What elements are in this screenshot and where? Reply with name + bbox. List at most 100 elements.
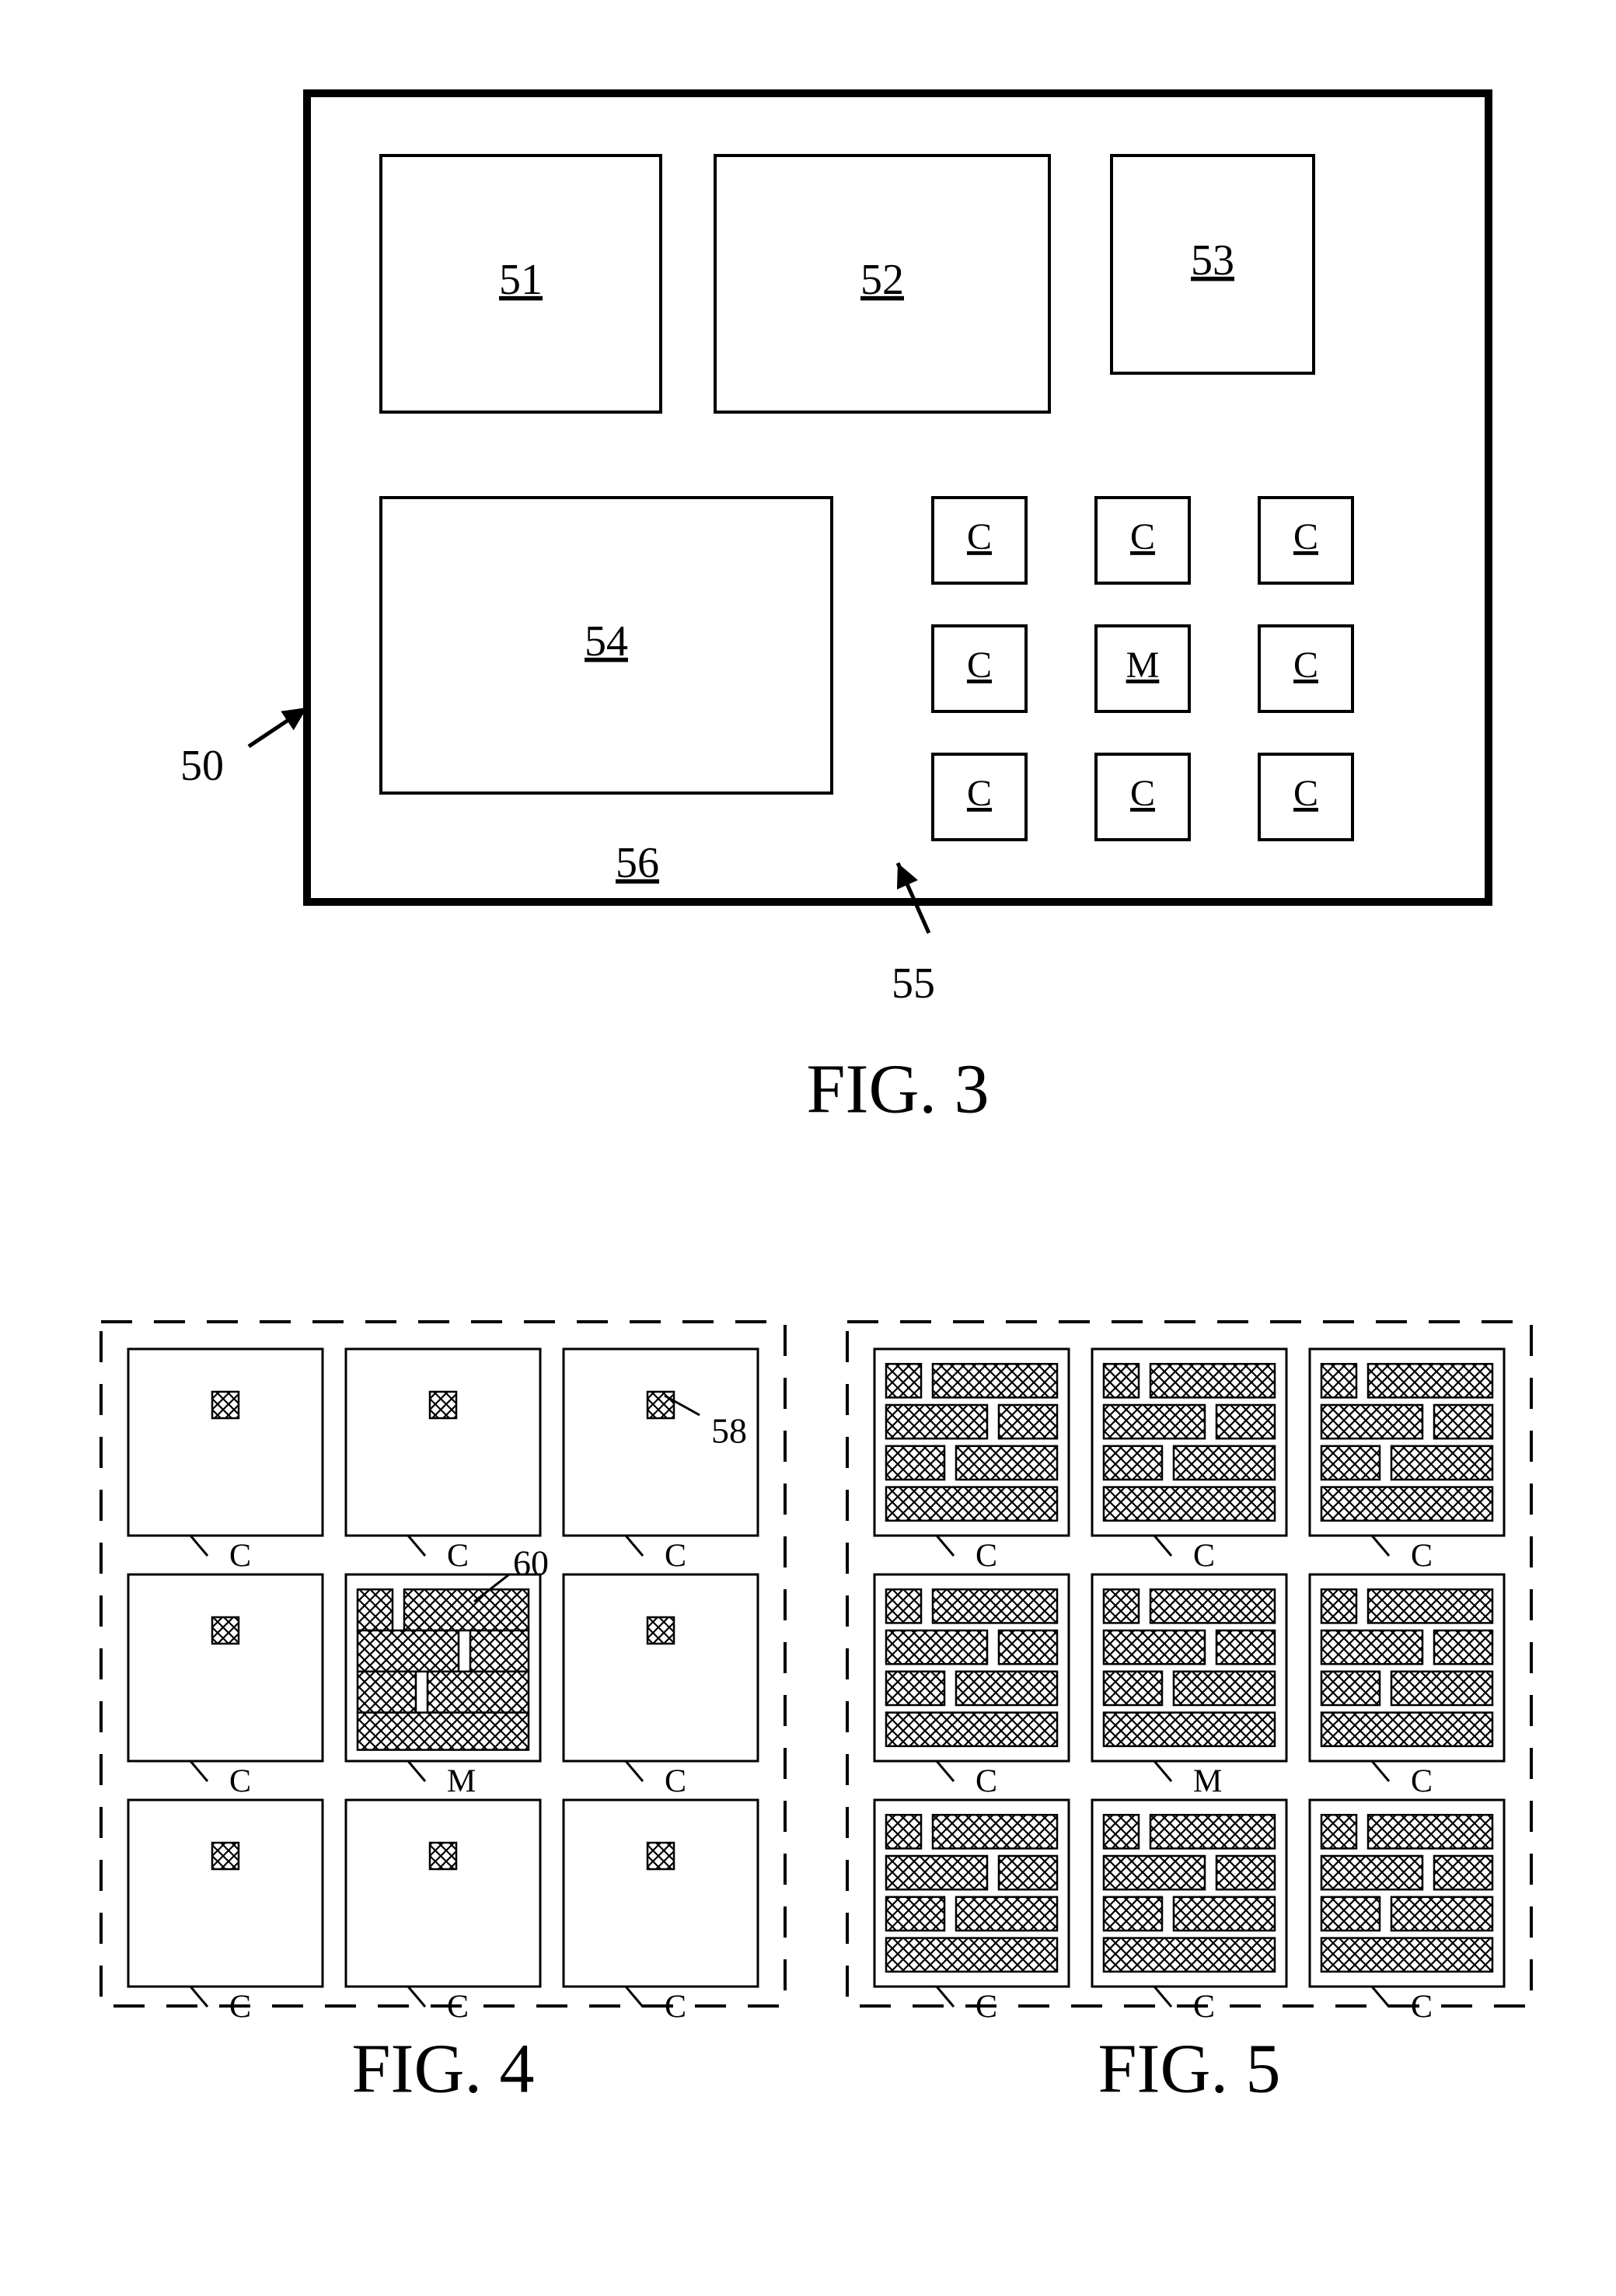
metal-segment bbox=[1174, 1897, 1275, 1931]
via bbox=[647, 1392, 674, 1418]
fig4-ref-60: 60 bbox=[513, 1543, 549, 1583]
metal-segment bbox=[1434, 1630, 1492, 1664]
metal-segment bbox=[404, 1589, 529, 1630]
fig3-grid-label: C bbox=[1293, 516, 1318, 557]
fig4-cell bbox=[128, 1800, 323, 1987]
via bbox=[647, 1843, 674, 1869]
metal-segment bbox=[1150, 1589, 1275, 1623]
metal-segment bbox=[999, 1856, 1057, 1889]
metal-segment bbox=[886, 1938, 1057, 1972]
metal-segment bbox=[1150, 1815, 1275, 1848]
fig4-cell bbox=[128, 1574, 323, 1761]
fig4-caption: FIG. 4 bbox=[351, 2031, 534, 2108]
fig3-substrate-label: 56 bbox=[616, 839, 659, 887]
cell-label: C bbox=[1411, 1764, 1433, 1800]
metal-segment bbox=[1321, 1815, 1356, 1848]
fig3-grid-label: C bbox=[1293, 645, 1318, 686]
metal-segment bbox=[1321, 1446, 1380, 1480]
cell-label: C bbox=[229, 1990, 251, 2025]
metal-segment bbox=[956, 1897, 1057, 1931]
metal-segment bbox=[1104, 1815, 1139, 1848]
metal-segment bbox=[956, 1672, 1057, 1705]
metal-segment bbox=[358, 1713, 529, 1750]
metal-segment bbox=[1174, 1672, 1275, 1705]
metal-segment bbox=[358, 1630, 459, 1672]
metal-segment bbox=[886, 1713, 1057, 1746]
cell-label: C bbox=[229, 1764, 251, 1800]
metal-segment bbox=[1104, 1364, 1139, 1397]
via bbox=[212, 1392, 239, 1418]
fig3-ref-55: 55 bbox=[892, 959, 935, 1008]
metal-segment bbox=[1321, 1938, 1492, 1972]
cell-label: C bbox=[1411, 1539, 1433, 1574]
metal-segment bbox=[1104, 1487, 1275, 1521]
page: 51525354CCCCMCCCC565055FIG. 3CCCCMCCCC58… bbox=[0, 0, 1616, 2296]
fig3-block-label-52: 52 bbox=[860, 256, 904, 304]
cell-label: C bbox=[229, 1539, 251, 1574]
cell-label: C bbox=[976, 1539, 997, 1574]
via bbox=[647, 1617, 674, 1644]
cell-label: C bbox=[447, 1990, 469, 2025]
diagram-svg: 51525354CCCCMCCCC565055FIG. 3CCCCMCCCC58… bbox=[0, 0, 1616, 2296]
metal-segment bbox=[956, 1446, 1057, 1480]
metal-segment bbox=[886, 1405, 987, 1438]
fig3-grid-label: C bbox=[1130, 516, 1155, 557]
cell-label: C bbox=[447, 1539, 469, 1574]
fig4-cell bbox=[346, 1800, 540, 1987]
metal-segment bbox=[358, 1589, 393, 1630]
fig3-grid-label: C bbox=[1130, 773, 1155, 814]
metal-segment bbox=[1150, 1364, 1275, 1397]
cell-label: C bbox=[976, 1764, 997, 1800]
metal-segment bbox=[1321, 1630, 1422, 1664]
cell-label: C bbox=[1193, 1990, 1215, 2025]
metal-segment bbox=[1104, 1630, 1205, 1664]
cell-label: C bbox=[665, 1990, 686, 2025]
metal-segment bbox=[1104, 1405, 1205, 1438]
cell-label: C bbox=[665, 1539, 686, 1574]
metal-segment bbox=[886, 1589, 921, 1623]
metal-segment bbox=[1216, 1405, 1275, 1438]
fig3-grid-label: C bbox=[967, 645, 992, 686]
fig3-block-label-51: 51 bbox=[499, 256, 543, 304]
cell-label: M bbox=[1193, 1764, 1222, 1800]
metal-segment bbox=[1434, 1856, 1492, 1889]
metal-segment bbox=[1216, 1630, 1275, 1664]
metal-segment bbox=[1321, 1487, 1492, 1521]
metal-segment bbox=[1321, 1856, 1422, 1889]
metal-segment bbox=[1321, 1589, 1356, 1623]
cell-label: C bbox=[665, 1764, 686, 1800]
metal-segment bbox=[886, 1815, 921, 1848]
fig3-grid-label: C bbox=[1293, 773, 1318, 814]
metal-segment bbox=[933, 1815, 1057, 1848]
metal-segment bbox=[1321, 1713, 1492, 1746]
metal-segment bbox=[1321, 1364, 1356, 1397]
metal-segment bbox=[470, 1630, 529, 1672]
metal-segment bbox=[1174, 1446, 1275, 1480]
metal-segment bbox=[1104, 1672, 1162, 1705]
metal-segment bbox=[1216, 1856, 1275, 1889]
metal-segment bbox=[886, 1897, 944, 1931]
metal-segment bbox=[1368, 1364, 1492, 1397]
metal-segment bbox=[1434, 1405, 1492, 1438]
fig4-cell bbox=[564, 1800, 758, 1987]
metal-segment bbox=[1321, 1897, 1380, 1931]
metal-segment bbox=[1104, 1589, 1139, 1623]
metal-segment bbox=[933, 1364, 1057, 1397]
cell-label: M bbox=[447, 1764, 476, 1800]
metal-segment bbox=[886, 1364, 921, 1397]
fig3-grid-label: M bbox=[1126, 645, 1160, 686]
fig3-grid-label: C bbox=[967, 773, 992, 814]
metal-segment bbox=[1391, 1446, 1492, 1480]
metal-segment bbox=[886, 1487, 1057, 1521]
fig4-cell bbox=[346, 1349, 540, 1536]
fig4-ref-58: 58 bbox=[711, 1411, 747, 1451]
metal-segment bbox=[933, 1589, 1057, 1623]
metal-segment bbox=[1104, 1938, 1275, 1972]
metal-segment bbox=[1321, 1672, 1380, 1705]
cell-label: C bbox=[1411, 1990, 1433, 2025]
via bbox=[212, 1617, 239, 1644]
fig3-caption: FIG. 3 bbox=[806, 1051, 989, 1128]
metal-segment bbox=[886, 1630, 987, 1664]
fig4-cell bbox=[564, 1574, 758, 1761]
fig3-ref-50: 50 bbox=[180, 742, 224, 790]
